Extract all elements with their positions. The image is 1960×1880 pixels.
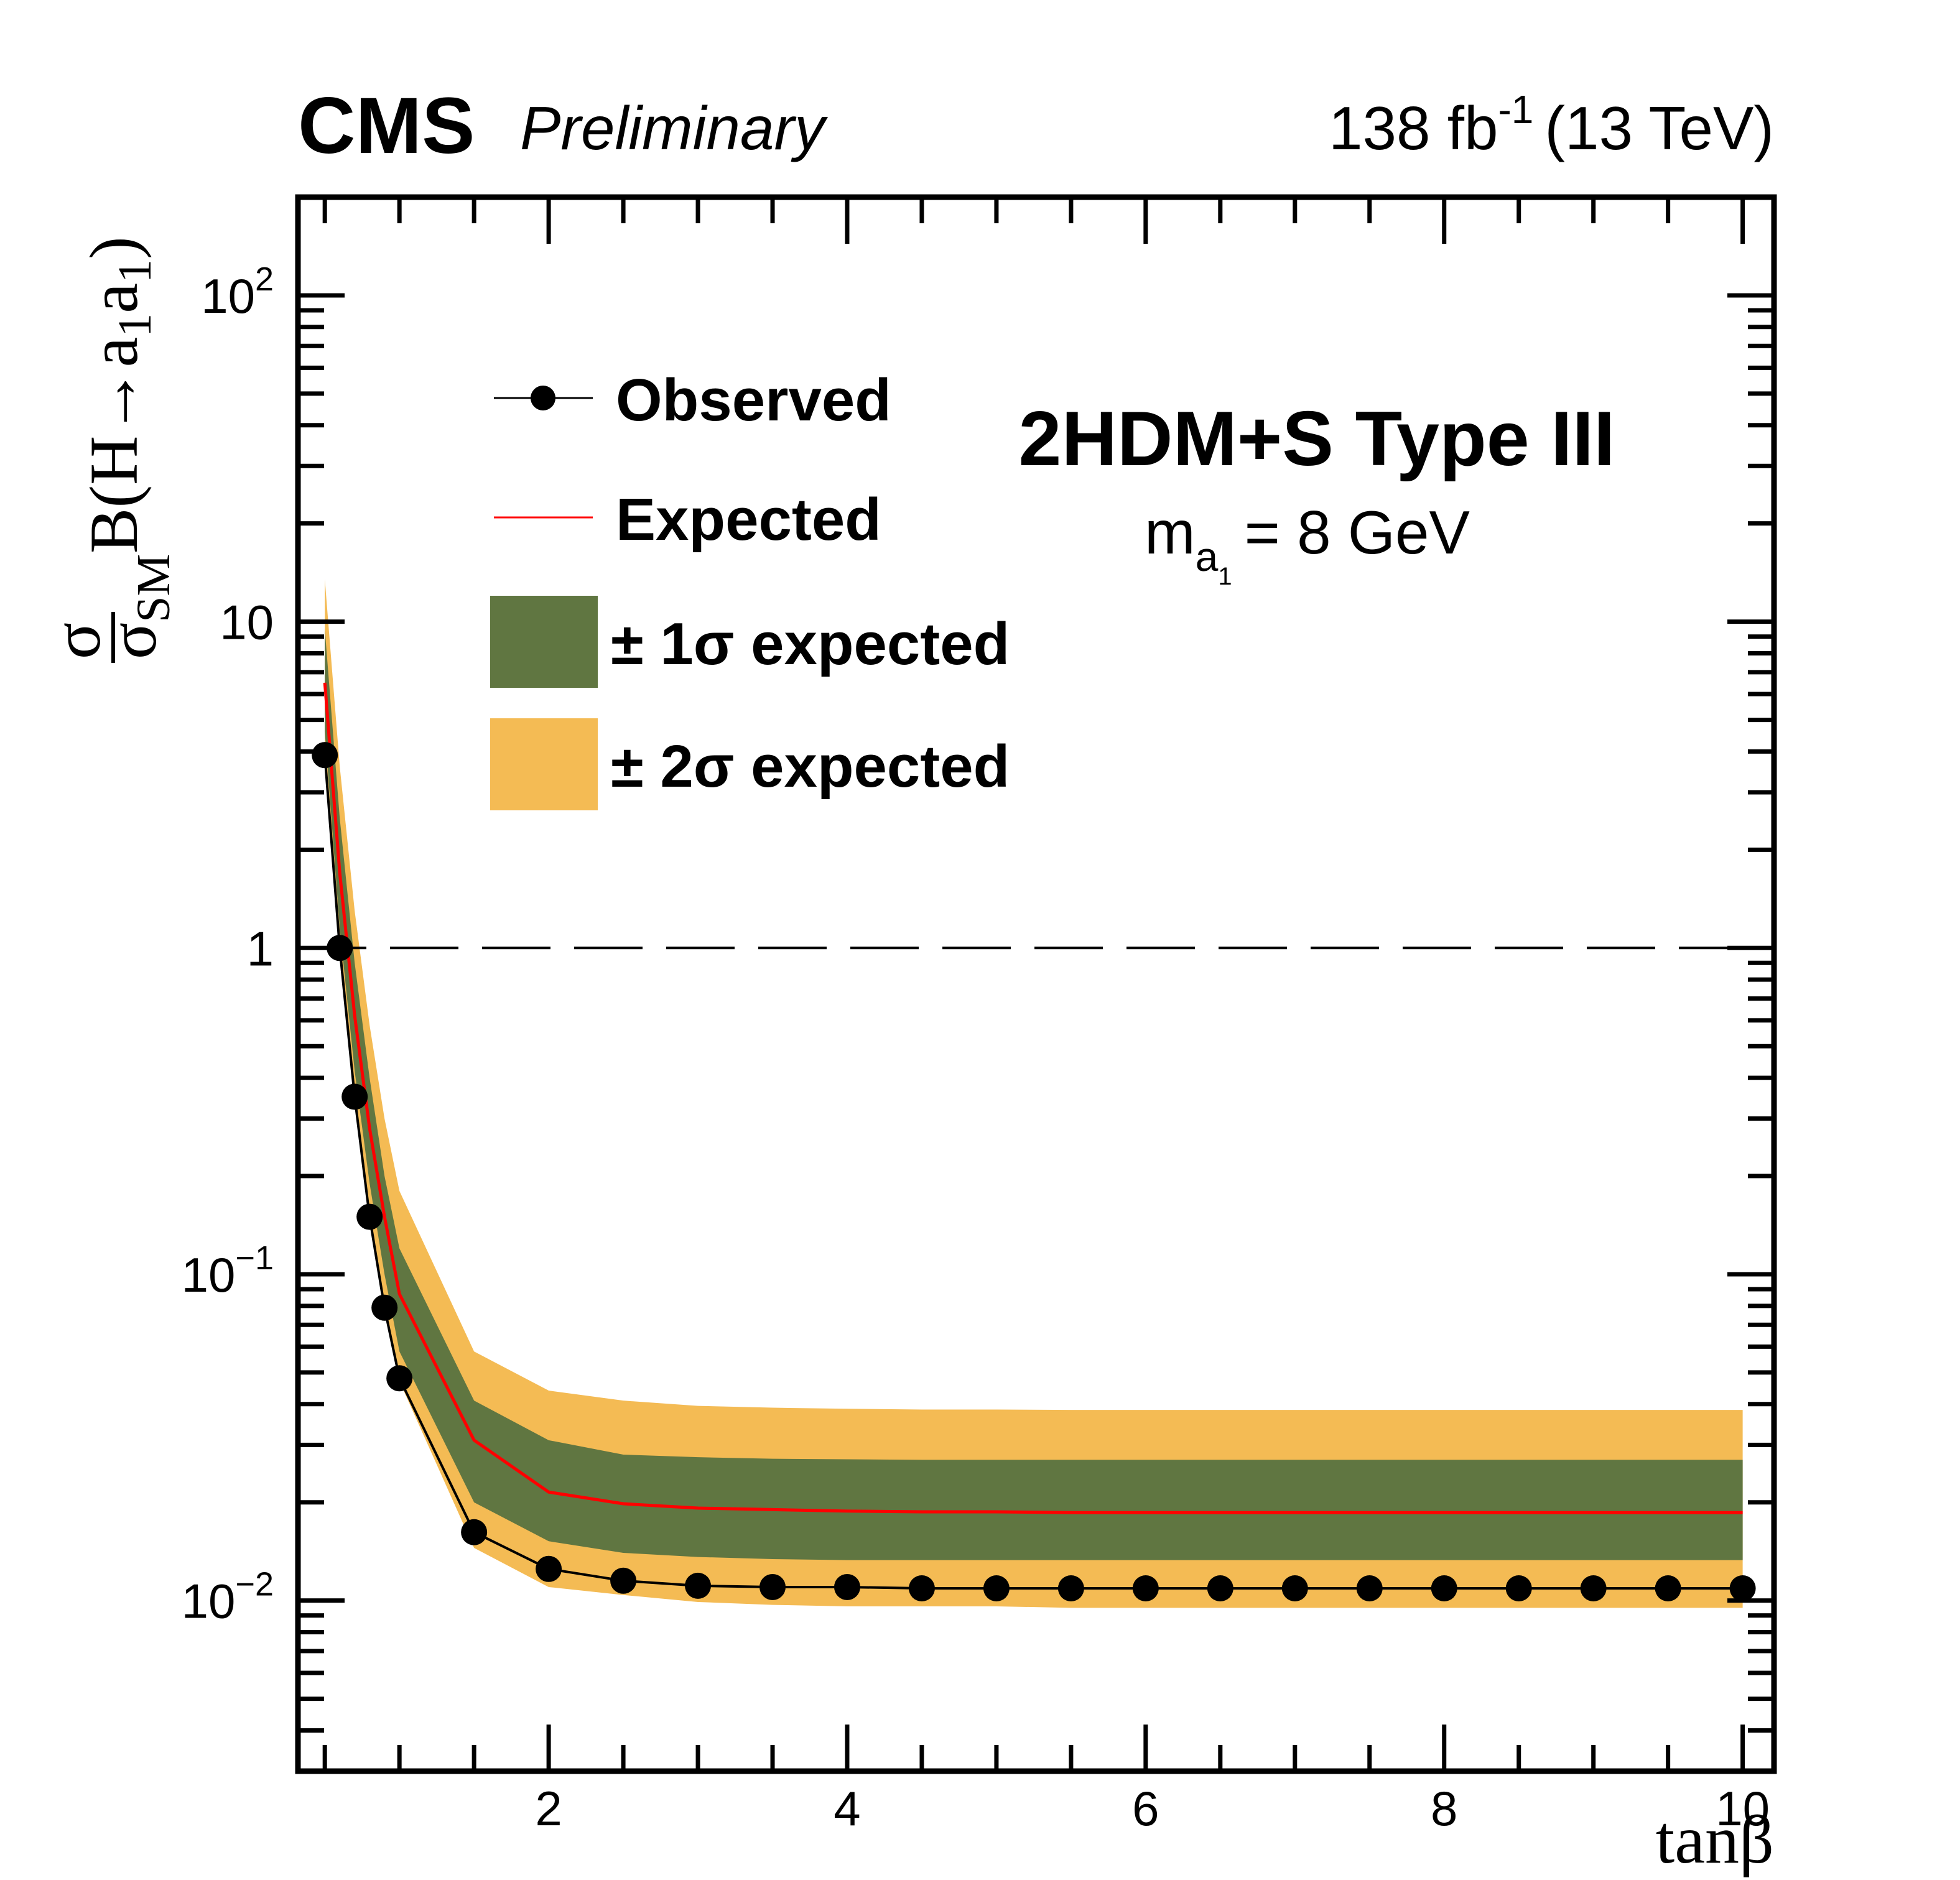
axis-ticks bbox=[298, 195, 1774, 1774]
y-tick-base: 10 bbox=[182, 1574, 236, 1629]
y-tick-label: 10−1 bbox=[182, 1239, 274, 1302]
observed-point bbox=[1281, 1575, 1308, 1602]
mass-subsubscript: 1 bbox=[1218, 563, 1232, 590]
y-tick-base: 10 bbox=[220, 595, 274, 650]
x-tick-label: 8 bbox=[1431, 1781, 1457, 1836]
plot-frame bbox=[295, 194, 1777, 1774]
observed-point bbox=[983, 1575, 1010, 1602]
mass-symbol: m bbox=[1145, 498, 1196, 567]
y-tick-exponent: −1 bbox=[235, 1239, 274, 1277]
mass-subscript: a bbox=[1196, 534, 1219, 580]
observed-point bbox=[1431, 1575, 1457, 1602]
y-tick-label: 102 bbox=[201, 261, 274, 323]
legend-two-sigma-swatch bbox=[490, 718, 598, 810]
x-tick-label: 2 bbox=[535, 1781, 562, 1836]
observed-point bbox=[341, 1083, 368, 1110]
legend-one-sigma-swatch bbox=[490, 596, 598, 688]
mass-label: ma1 = 8 GeV bbox=[1145, 498, 1470, 590]
observed-point bbox=[461, 1519, 488, 1545]
status-label: Preliminary bbox=[520, 94, 828, 162]
observed-point bbox=[356, 1203, 383, 1230]
y-title-numerator: σ bbox=[39, 623, 114, 659]
lumi-exponent: -1 bbox=[1498, 87, 1533, 132]
observed-point bbox=[834, 1573, 860, 1600]
mass-value: = 8 GeV bbox=[1245, 498, 1470, 567]
observed-points bbox=[312, 742, 1756, 1602]
observed-point bbox=[1132, 1575, 1159, 1602]
legend-observed-marker bbox=[531, 386, 555, 410]
lumi-label: 138 fb-1 (13 TeV) bbox=[1329, 87, 1774, 162]
x-tick-label: 10 bbox=[1716, 1781, 1770, 1836]
uncertainty-bands bbox=[325, 579, 1743, 1608]
plot-frame-border bbox=[295, 194, 1777, 1774]
expected-line bbox=[323, 682, 1743, 1514]
y-title-branching: B(H→a1a1) bbox=[76, 236, 161, 553]
y-tick-label: 10−2 bbox=[182, 1566, 274, 1629]
legend-one-sigma-label: ± 1σ expected bbox=[611, 611, 1010, 677]
observed-point bbox=[1207, 1575, 1233, 1602]
observed-point bbox=[685, 1572, 712, 1599]
y-tick-base: 10 bbox=[201, 269, 255, 323]
legend-two-sigma-label: ± 2σ expected bbox=[611, 733, 1010, 800]
observed-point bbox=[1580, 1575, 1607, 1602]
y-axis-title: σ σSM B(H→a1a1) bbox=[39, 236, 180, 663]
legend-observed-label: Observed bbox=[616, 367, 891, 433]
observed-point bbox=[536, 1555, 562, 1582]
y-tick-exponent: 2 bbox=[255, 261, 274, 298]
observed-point bbox=[1356, 1575, 1383, 1602]
x-axis-title: tanβ bbox=[1656, 1802, 1774, 1878]
legend-expected-label: Expected bbox=[616, 486, 881, 553]
one-sigma-band bbox=[325, 629, 1743, 1560]
observed-point bbox=[759, 1573, 786, 1600]
observed-point bbox=[312, 742, 338, 769]
lumi-value: 138 fb bbox=[1329, 94, 1498, 162]
y-tick-base: 10 bbox=[182, 1248, 236, 1302]
y-tick-base: 1 bbox=[247, 921, 274, 976]
observed-point bbox=[908, 1575, 935, 1602]
observed-point bbox=[1655, 1575, 1681, 1602]
x-tick-label: 6 bbox=[1132, 1781, 1159, 1836]
observed-point bbox=[386, 1365, 413, 1392]
observed-point bbox=[1729, 1575, 1756, 1602]
y-tick-label: 1 bbox=[247, 921, 274, 976]
legend: Observed Expected ± 1σ expected ± 2σ exp… bbox=[490, 367, 1010, 810]
x-tick-label: 4 bbox=[834, 1781, 860, 1836]
y-title-denominator: σSM bbox=[95, 554, 180, 659]
energy-label: (13 TeV) bbox=[1544, 94, 1774, 162]
observed-point bbox=[371, 1294, 398, 1321]
y-tick-label: 10 bbox=[220, 595, 274, 650]
y-tick-exponent: −2 bbox=[235, 1566, 274, 1603]
observed-point bbox=[1505, 1575, 1532, 1602]
observed-point bbox=[1057, 1575, 1084, 1602]
model-label: 2HDM+S Type III bbox=[1019, 396, 1615, 482]
experiment-label: CMS bbox=[298, 81, 475, 170]
observed-point bbox=[610, 1567, 637, 1594]
